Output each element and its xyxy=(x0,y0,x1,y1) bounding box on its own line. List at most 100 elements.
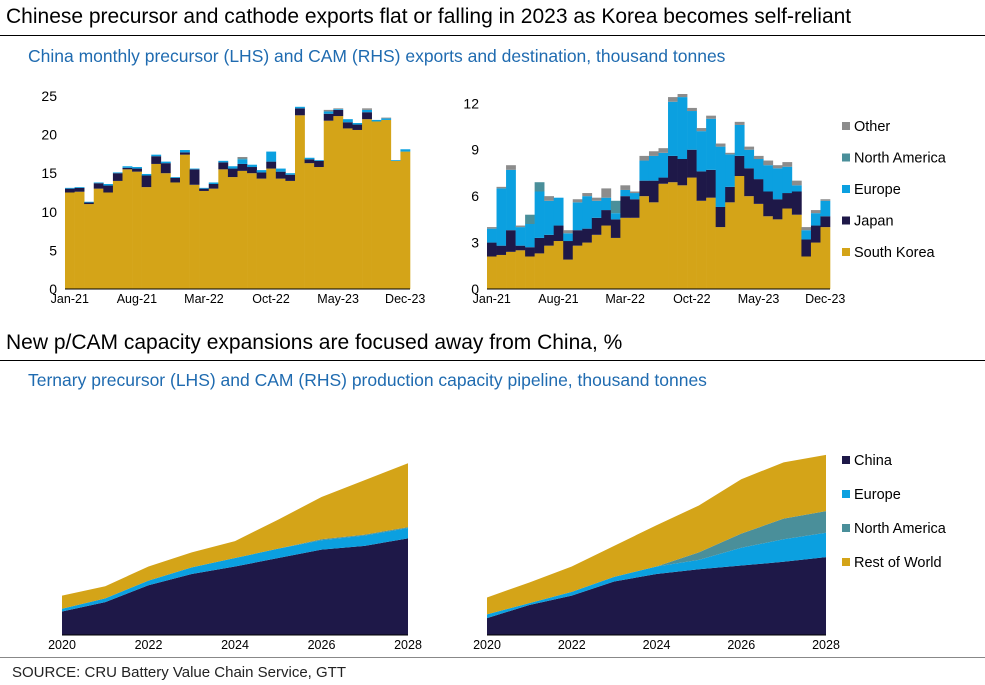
bar-europe xyxy=(122,166,133,168)
bar-japan xyxy=(103,185,114,193)
bar-south-korea xyxy=(706,197,716,289)
legend-label: South Korea xyxy=(854,245,936,261)
legend-swatch xyxy=(842,216,850,225)
bar-japan xyxy=(285,174,296,181)
bar-japan xyxy=(620,196,631,218)
bar-north-america xyxy=(525,214,535,224)
bar-japan xyxy=(199,188,210,191)
bar-japan xyxy=(734,155,745,177)
bar-other xyxy=(639,155,650,161)
bar-japan xyxy=(189,169,200,185)
bar-japan xyxy=(362,112,372,120)
x-tick-label: 2022 xyxy=(135,638,163,652)
legend-label: Japan xyxy=(854,214,894,230)
legend-swatch xyxy=(842,185,850,193)
x-tick-label: Jan-21 xyxy=(473,292,511,306)
y-tick-label: 0 xyxy=(471,281,479,297)
bar-japan xyxy=(487,242,497,257)
legend-swatch xyxy=(842,122,850,130)
legend-label: North America xyxy=(854,521,947,537)
bar-europe xyxy=(553,197,564,226)
bar-europe xyxy=(381,118,392,120)
bar-south-korea xyxy=(763,216,774,289)
bar-south-korea xyxy=(677,185,688,289)
bar-other xyxy=(696,128,707,132)
bar-europe xyxy=(487,228,497,243)
bar-europe xyxy=(715,146,726,207)
bar-other xyxy=(362,108,372,110)
bar-japan xyxy=(333,109,344,117)
bar-other xyxy=(563,230,574,234)
bar-japan xyxy=(208,184,219,189)
bar-japan xyxy=(544,234,554,246)
bar-south-korea xyxy=(601,225,612,289)
bar-europe xyxy=(572,202,583,231)
bar-japan xyxy=(180,152,190,155)
bar-south-korea xyxy=(314,167,325,289)
bar-other xyxy=(515,225,526,228)
bar-south-korea xyxy=(74,191,85,289)
bar-south-korea xyxy=(208,188,219,289)
bar-other xyxy=(487,227,497,229)
area-europe xyxy=(487,532,826,619)
bar-south-korea xyxy=(610,237,621,289)
x-tick-label: Dec-23 xyxy=(805,292,845,306)
bar-europe xyxy=(170,177,181,178)
bar-europe xyxy=(199,187,210,189)
bar-europe xyxy=(208,182,219,185)
bar-europe xyxy=(180,150,190,153)
bar-europe xyxy=(706,118,716,170)
bar-europe xyxy=(791,185,802,192)
x-tick-label: 2024 xyxy=(221,638,249,652)
bar-japan xyxy=(227,168,238,178)
bar-other xyxy=(629,191,640,194)
bar-europe xyxy=(534,191,545,238)
bar-japan xyxy=(810,225,821,243)
y-tick-label: 5 xyxy=(49,242,57,258)
bar-europe xyxy=(371,119,382,122)
bar-other xyxy=(772,165,783,169)
bar-south-korea xyxy=(639,196,650,289)
bar-japan xyxy=(687,149,697,178)
bar-japan xyxy=(753,179,764,204)
bar-japan xyxy=(295,108,305,116)
bar-europe xyxy=(658,152,669,178)
bar-europe xyxy=(772,168,783,200)
y-tick-label: 15 xyxy=(41,165,57,181)
bar-south-korea xyxy=(801,256,812,289)
bar-other xyxy=(668,97,678,102)
bar-other xyxy=(715,143,726,147)
bar-south-korea xyxy=(390,160,401,289)
bar-south-korea xyxy=(734,176,745,289)
bar-south-korea xyxy=(285,180,296,289)
legend-label: Europe xyxy=(854,182,901,198)
bar-europe xyxy=(285,173,296,175)
bar-south-korea xyxy=(266,168,277,289)
bar-south-korea xyxy=(810,242,821,289)
x-tick-label: Aug-21 xyxy=(538,292,578,306)
bar-europe xyxy=(763,165,774,192)
bar-japan xyxy=(93,183,104,189)
bar-other xyxy=(687,107,697,112)
bar-south-korea xyxy=(295,115,305,289)
bar-south-korea xyxy=(620,217,631,289)
bar-japan xyxy=(534,237,545,254)
bar-south-korea xyxy=(563,259,574,289)
area-europe xyxy=(62,528,408,612)
bar-europe xyxy=(237,159,248,164)
bar-south-korea xyxy=(132,171,142,289)
bar-south-korea xyxy=(160,173,171,289)
bar-other xyxy=(582,193,593,197)
bar-europe xyxy=(734,124,745,156)
bar-japan xyxy=(610,219,621,238)
bar-south-korea xyxy=(820,227,831,289)
bar-other xyxy=(658,148,669,153)
bar-other xyxy=(591,197,602,201)
area-rest-of-world xyxy=(62,463,408,609)
bar-south-korea xyxy=(496,254,507,289)
bar-europe xyxy=(639,160,650,181)
bar-europe xyxy=(390,160,401,161)
bar-europe xyxy=(820,200,831,217)
legend-label: China xyxy=(854,453,893,469)
bar-south-korea xyxy=(525,256,535,289)
